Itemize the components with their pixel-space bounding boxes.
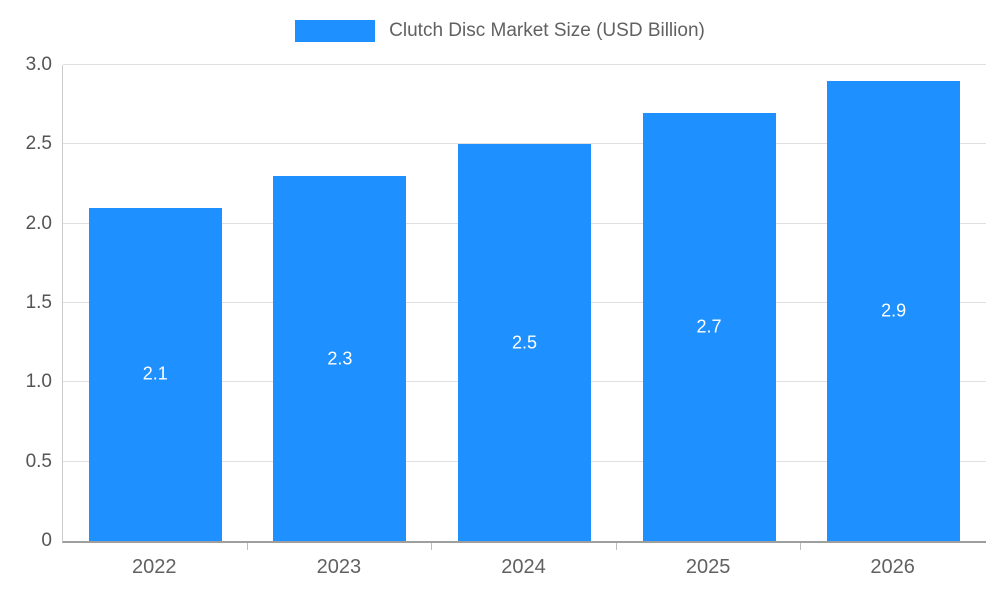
x-axis-ticks	[62, 543, 985, 551]
bar-2023[interactable]: 2.3	[273, 176, 407, 541]
bar-slot: 2.9	[801, 65, 986, 541]
x-axis-tick	[246, 543, 248, 550]
x-axis-tick-label: 2022	[132, 556, 177, 578]
x-axis-tick	[800, 543, 802, 550]
bar-slot: 2.7	[617, 65, 802, 541]
x-axis-tick	[615, 543, 617, 550]
y-axis-tick-label: 0	[41, 530, 52, 551]
bar-2026[interactable]: 2.9	[827, 80, 961, 541]
y-axis-tick-label: 3.0	[25, 54, 52, 75]
y-axis-tick-label: 2.5	[25, 133, 52, 155]
bar-2024[interactable]: 2.5	[458, 144, 591, 541]
x-axis-tick-label: 2024	[501, 556, 546, 578]
bar-series: 2.1 2.3 2.5 2.7 2.9	[63, 65, 986, 541]
legend-label: Clutch Disc Market Size (USD Billion)	[389, 20, 705, 41]
bar-2022[interactable]: 2.1	[88, 207, 222, 541]
legend-swatch	[295, 20, 376, 42]
plot-area: 2.1 2.3 2.5 2.7 2.9	[62, 64, 986, 543]
x-axis-tick-label: 2025	[685, 556, 731, 578]
x-axis-labels: 2022 2023 2024 2025 2026	[62, 556, 985, 579]
bar-slot: 2.3	[248, 65, 433, 541]
y-axis-tick-label: 2.0	[25, 212, 52, 234]
x-axis-tick	[431, 543, 433, 550]
y-axis-labels: 0 0.5 1.0 1.5 2.0 2.5 3.0	[0, 54, 52, 551]
bar-slot: 2.5	[432, 65, 617, 541]
chart-legend[interactable]: Clutch Disc Market Size (USD Billion)	[0, 20, 1000, 42]
x-axis-tick-label: 2023	[316, 556, 362, 578]
bar-value-label: 2.1	[142, 363, 168, 384]
bar-value-label: 2.3	[327, 348, 353, 369]
x-axis-tick-label: 2026	[870, 556, 915, 578]
gridline	[63, 143, 986, 145]
bar-slot: 2.1	[63, 65, 248, 541]
y-axis-tick-label: 0.5	[25, 450, 52, 472]
bar-2025[interactable]: 2.7	[642, 112, 776, 541]
y-axis-tick-label: 1.0	[25, 371, 52, 393]
bar-value-label: 2.7	[696, 316, 722, 337]
y-axis-tick-label: 1.5	[25, 292, 52, 313]
gridline	[63, 64, 986, 65]
bar-value-label: 2.5	[511, 332, 537, 353]
bar-value-label: 2.9	[881, 300, 907, 321]
